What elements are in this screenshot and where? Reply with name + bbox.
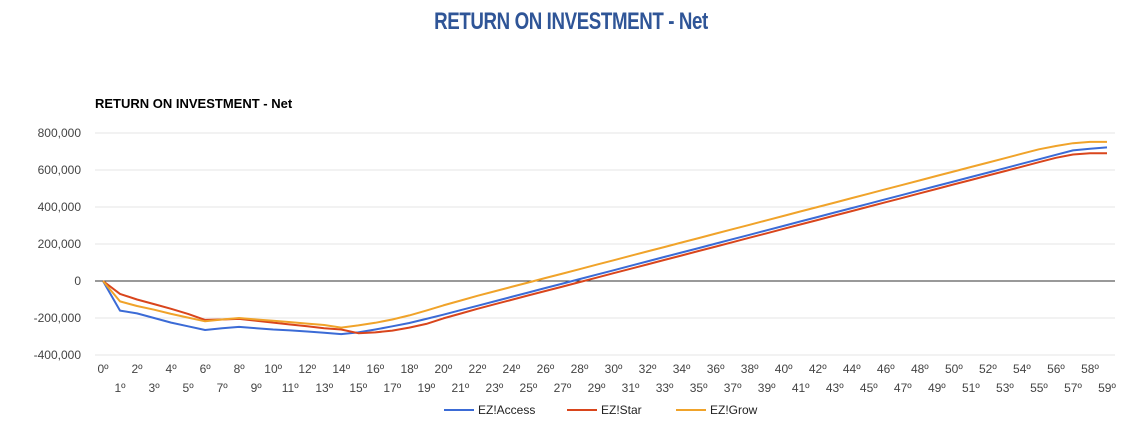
- x-tick-label: 4º: [166, 362, 178, 376]
- x-tick-label: 45º: [860, 381, 878, 395]
- legend-item[interactable]: EZ!Star: [567, 403, 642, 417]
- x-tick-label: 39º: [758, 381, 776, 395]
- x-tick-label: 59º: [1098, 381, 1116, 395]
- x-tick-label: 36º: [707, 362, 725, 376]
- legend-item[interactable]: EZ!Access: [444, 403, 535, 417]
- x-tick-label: 18º: [400, 362, 418, 376]
- x-tick-label: 46º: [877, 362, 895, 376]
- x-tick-label: 11º: [282, 381, 299, 395]
- y-tick-label: 800,000: [38, 126, 82, 140]
- series-line-ezgrow: [102, 140, 1107, 329]
- y-tick-label: -400,000: [34, 348, 82, 362]
- x-tick-label: 33º: [656, 381, 674, 395]
- x-tick-label: 42º: [809, 362, 827, 376]
- page-title: RETURN ON INVESTMENT - Net: [434, 8, 708, 35]
- x-tick-label: 10º: [264, 362, 282, 376]
- legend-label: EZ!Star: [601, 403, 642, 417]
- x-tick-label: 13º: [315, 381, 333, 395]
- chart-legend: EZ!Access EZ!Star EZ!Grow: [444, 403, 758, 417]
- x-tick-label: 48º: [911, 362, 929, 376]
- x-tick-label: 7º: [217, 381, 229, 395]
- chart-title: RETURN ON INVESTMENT - Net: [95, 96, 293, 111]
- x-tick-label: 3º: [149, 381, 161, 395]
- legend-label: EZ!Access: [478, 403, 535, 417]
- x-tick-label: 24º: [503, 362, 521, 376]
- x-tick-label: 15º: [349, 381, 367, 395]
- x-tick-label: 40º: [775, 362, 793, 376]
- x-tick-label: 16º: [366, 362, 384, 376]
- x-tick-label: 54º: [1013, 362, 1031, 376]
- x-tick-label: 21º: [451, 381, 469, 395]
- x-tick-label: 47º: [894, 381, 912, 395]
- x-tick-label: 29º: [588, 381, 606, 395]
- x-tick-label: 26º: [537, 362, 555, 376]
- y-tick-label: -200,000: [34, 311, 82, 325]
- x-tick-label: 19º: [417, 381, 435, 395]
- x-tick-label: 2º: [132, 362, 144, 376]
- legend-item[interactable]: EZ!Grow: [676, 403, 758, 417]
- chart-gridlines: [95, 132, 1115, 356]
- y-tick-label: 600,000: [38, 163, 82, 177]
- x-tick-label: 44º: [843, 362, 861, 376]
- x-tick-label: 31º: [622, 381, 640, 395]
- x-tick-label: 56º: [1047, 362, 1065, 376]
- y-tick-label: 200,000: [38, 237, 82, 251]
- y-axis-ticks: 800,000 600,000 400,000 200,000 0 -200,000 -40…: [34, 126, 82, 362]
- x-tick-label: 8º: [234, 362, 246, 376]
- x-tick-label: 25º: [520, 381, 538, 395]
- x-tick-label: 55º: [1030, 381, 1048, 395]
- x-tick-label: 27º: [554, 381, 572, 395]
- x-tick-label: 53º: [996, 381, 1014, 395]
- x-tick-label: 58º: [1081, 362, 1099, 376]
- x-tick-label: 50º: [945, 362, 963, 376]
- x-tick-label: 41º: [792, 381, 810, 395]
- series-line-ezaccess: [102, 146, 1108, 336]
- x-tick-label: 6º: [200, 362, 212, 376]
- x-tick-label: 9º: [251, 381, 263, 395]
- x-tick-label: 52º: [979, 362, 997, 376]
- x-tick-label: 49º: [928, 381, 946, 395]
- x-tick-label: 57º: [1064, 381, 1082, 395]
- x-tick-label: 17º: [383, 381, 401, 395]
- y-tick-label: 400,000: [38, 200, 82, 214]
- y-tick-label: 0: [74, 274, 81, 288]
- x-tick-label: 34º: [673, 362, 691, 376]
- x-tick-label: 38º: [741, 362, 759, 376]
- chart-series-lines: [102, 140, 1108, 336]
- x-tick-label: 37º: [724, 381, 742, 395]
- legend-label: EZ!Grow: [710, 403, 758, 417]
- x-tick-label: 23º: [486, 381, 504, 395]
- x-tick-label: 28º: [571, 362, 589, 376]
- x-tick-label: 20º: [434, 362, 452, 376]
- x-tick-label: 35º: [690, 381, 708, 395]
- x-tick-label: 5º: [183, 381, 195, 395]
- x-tick-label: 1º: [114, 381, 126, 395]
- series-line-ezstar: [102, 152, 1107, 335]
- x-tick-label: 32º: [639, 362, 657, 376]
- x-tick-label: 51º: [962, 381, 980, 395]
- x-tick-label: 0º: [97, 362, 109, 376]
- x-tick-label: 12º: [298, 362, 316, 376]
- x-tick-label: 22º: [469, 362, 487, 376]
- x-tick-label: 14º: [332, 362, 350, 376]
- x-tick-label: 30º: [605, 362, 623, 376]
- x-tick-label: 43º: [826, 381, 844, 395]
